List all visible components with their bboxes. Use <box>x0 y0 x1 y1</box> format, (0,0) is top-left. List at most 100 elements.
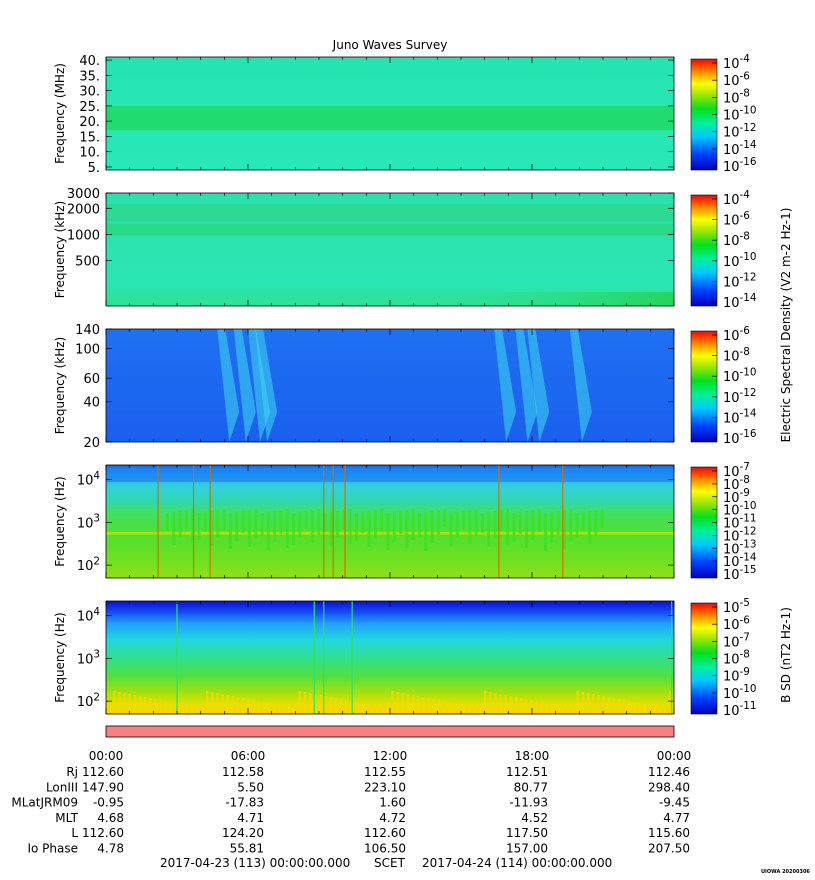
y-tick-label: 100 <box>75 343 100 358</box>
lf-fluctuation <box>612 698 616 714</box>
chorus-strip <box>550 512 554 543</box>
chorus-strip <box>355 513 358 541</box>
lf-fluctuation <box>453 703 456 714</box>
colorbar-tick-label: 10-10 <box>723 105 757 124</box>
lf-fluctuation <box>422 697 425 714</box>
lf-fluctuation <box>241 698 245 714</box>
chorus-strip <box>197 513 201 540</box>
lf-fluctuation <box>334 698 338 714</box>
chorus-strip <box>380 509 384 531</box>
colorbar-tick-label: 10-14 <box>723 139 757 158</box>
chorus-strip <box>399 511 403 534</box>
lf-fluctuation <box>659 707 662 714</box>
lf-fluctuation <box>154 699 157 714</box>
lf-fluctuation <box>386 708 389 714</box>
lf-fluctuation <box>473 707 477 714</box>
lf-fluctuation <box>380 707 384 714</box>
ephemeris-value: 5.50 <box>237 780 264 794</box>
radio-emission-1 <box>233 329 256 442</box>
y-tick-label: 5. <box>88 161 100 176</box>
lf-fluctuation <box>458 704 461 714</box>
chorus-strip <box>386 513 390 550</box>
ephemeris-row-label: Rj <box>66 765 78 779</box>
chorus-strip <box>455 512 459 538</box>
colorbar-tick-label: 10-6 <box>723 614 750 633</box>
lf-fluctuation <box>236 697 240 714</box>
colorbar-tick-label: 10-6 <box>723 210 750 229</box>
chorus-strip <box>474 509 478 536</box>
chorus-strip <box>525 511 529 548</box>
lf-fluctuation <box>530 700 533 714</box>
y-tick-label: 104 <box>77 606 101 625</box>
lf-fluctuation <box>417 696 420 714</box>
lf-fluctuation <box>535 701 538 714</box>
lf-fluctuation <box>442 701 446 714</box>
lf-fluctuation <box>149 698 152 714</box>
ephemeris-value: 4.68 <box>97 811 124 825</box>
colorbar-tick-label: 10-14 <box>723 292 757 311</box>
time-tick-label: 06:00 <box>231 749 266 763</box>
lf-fluctuation <box>205 691 209 714</box>
y-tick-label: 1000 <box>67 228 100 243</box>
lf-fluctuation <box>113 691 116 714</box>
colorbar-tick-label: 10-5 <box>723 597 750 616</box>
scet-label: SCET <box>374 856 406 870</box>
colorbar-tick-label: 10-10 <box>723 683 757 702</box>
chorus-strip <box>254 509 258 539</box>
chorus-strip <box>537 509 541 532</box>
chorus-strip <box>348 509 352 544</box>
time-end-label: 2017-04-24 (114) 00:00:00.000 <box>422 856 612 870</box>
colorbar-tick-label: 10-6 <box>723 70 750 89</box>
colorbar-tick-label: 10-16 <box>723 156 757 175</box>
ephemeris-value: 1.60 <box>379 796 406 810</box>
lf-fluctuation <box>525 699 528 714</box>
lf-fluctuation <box>118 692 121 714</box>
time-axis: 00:00 06:00 12:00 18:00 00:00 Rj 112.60 112.58 1… <box>11 749 691 856</box>
panel-Hz-E: 102 103 104 Frequency (Hz) 10-710-810-910-10… <box>53 461 757 583</box>
lf-fluctuation <box>329 697 332 714</box>
lf-fluctuation <box>355 702 358 714</box>
lf-fluctuation <box>581 692 585 714</box>
y-tick-label: 10. <box>79 146 100 161</box>
ephemeris-value: -0.95 <box>93 796 124 810</box>
lf-fluctuation <box>164 701 168 714</box>
ephemeris-value: 112.55 <box>364 765 406 779</box>
lf-fluctuation <box>128 694 132 714</box>
chorus-strip <box>266 512 270 550</box>
lf-fluctuation <box>576 691 580 714</box>
lf-fluctuation <box>653 706 657 714</box>
lf-fluctuation <box>427 698 430 714</box>
chorus-strip <box>436 510 440 535</box>
lf-fluctuation <box>324 696 327 714</box>
chorus-strip <box>588 511 592 544</box>
lf-fluctuation <box>628 701 631 714</box>
colorbar-tick-label: 10-8 <box>723 649 750 668</box>
lf-fluctuation <box>144 697 147 714</box>
y-tick-label: 35. <box>79 69 100 84</box>
lf-fluctuation <box>267 703 271 714</box>
colorbar-label-magnetic: B SD (nT2 Hz-1) <box>779 607 793 703</box>
chorus-strip <box>499 510 503 531</box>
lf-fluctuation <box>375 706 379 714</box>
lf-fluctuation <box>432 699 435 714</box>
chorus-strip <box>493 511 497 539</box>
colorbar-gradient <box>690 194 718 307</box>
emission-band-0 <box>106 531 674 535</box>
lf-fluctuation <box>216 693 219 714</box>
y-tick-label: 103 <box>77 649 100 668</box>
chorus-strip <box>430 511 434 543</box>
y-axis-label: Frequency (kHz) <box>53 201 67 298</box>
colorbar-tick-label: 10-14 <box>723 408 757 427</box>
chorus-strip <box>481 513 484 533</box>
ephemeris-value: 115.60 <box>648 826 690 840</box>
chorus-strip <box>512 513 516 542</box>
lf-fluctuation <box>447 702 451 714</box>
time-tick-label: 00:00 <box>657 749 692 763</box>
chorus-strip <box>556 511 560 535</box>
lf-fluctuation <box>195 707 199 714</box>
chorus-strip <box>405 510 409 548</box>
chorus-strip <box>203 512 207 532</box>
lf-fluctuation <box>401 693 405 714</box>
